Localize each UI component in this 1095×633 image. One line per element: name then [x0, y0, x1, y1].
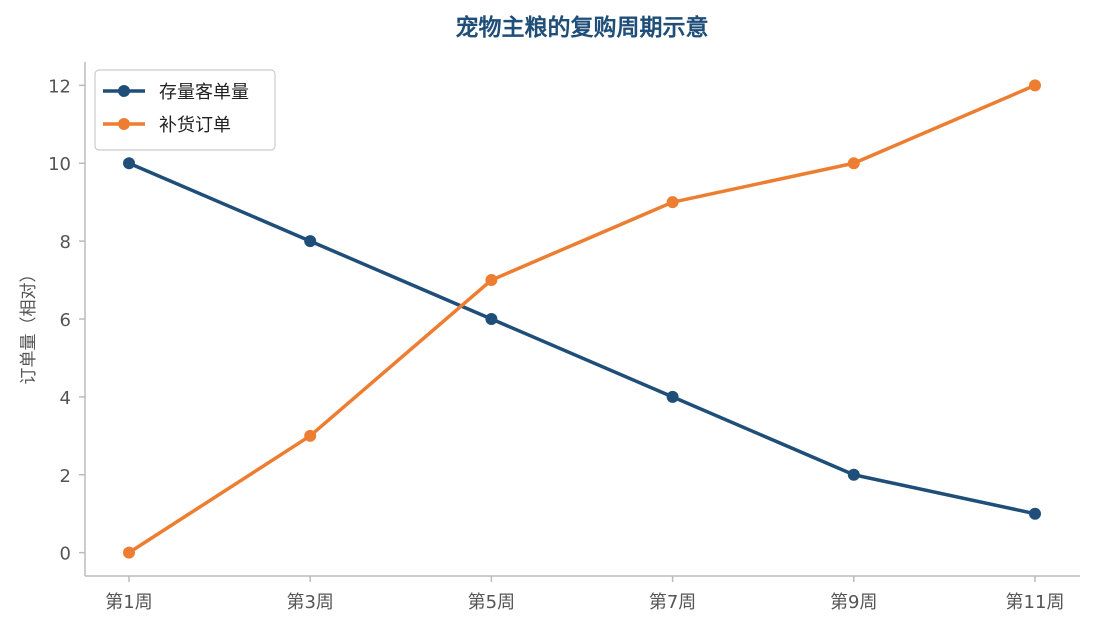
- x-axis-ticks: 第1周 第3周 第5周 第7周 第9周 第11周: [105, 576, 1064, 613]
- y-tick-label: 10: [48, 154, 71, 175]
- chart-title: 宠物主粮的复购周期示意: [456, 14, 709, 41]
- legend-label: 补货订单: [159, 115, 231, 136]
- data-point: [847, 468, 860, 481]
- x-tick-label: 第1周: [105, 592, 152, 613]
- y-tick-label: 0: [60, 544, 71, 565]
- data-point: [304, 235, 317, 248]
- data-point: [666, 390, 679, 403]
- series-layer: [123, 79, 1041, 559]
- x-tick-label: 第9周: [830, 592, 877, 613]
- data-point: [485, 313, 498, 325]
- legend-marker: [118, 118, 130, 130]
- y-tick-label: 8: [60, 232, 71, 253]
- x-tick-label: 第11周: [1006, 592, 1065, 613]
- data-point: [1029, 79, 1041, 92]
- series-line-1: [127, 161, 1037, 516]
- y-tick-label: 12: [48, 76, 71, 97]
- data-point: [123, 546, 135, 559]
- series-line-2: [127, 83, 1037, 555]
- x-tick-label: 第3周: [286, 592, 333, 613]
- data-point: [485, 274, 498, 287]
- y-tick-label: 6: [60, 310, 71, 331]
- data-point: [123, 157, 135, 170]
- data-point: [666, 196, 679, 209]
- data-point: [1029, 507, 1041, 520]
- x-tick-label: 第5周: [468, 592, 515, 613]
- data-point: [847, 157, 860, 170]
- data-point: [304, 429, 317, 442]
- y-tick-label: 2: [60, 466, 71, 487]
- y-axis-ticks: 0 2 4 6 8 10 12: [48, 76, 85, 565]
- y-tick-label: 4: [60, 388, 71, 409]
- legend-marker: [118, 85, 130, 97]
- x-tick-label: 第7周: [649, 592, 696, 613]
- y-axis-label: 订单量（相对）: [19, 266, 39, 385]
- legend-label: 存量客单量: [159, 82, 249, 103]
